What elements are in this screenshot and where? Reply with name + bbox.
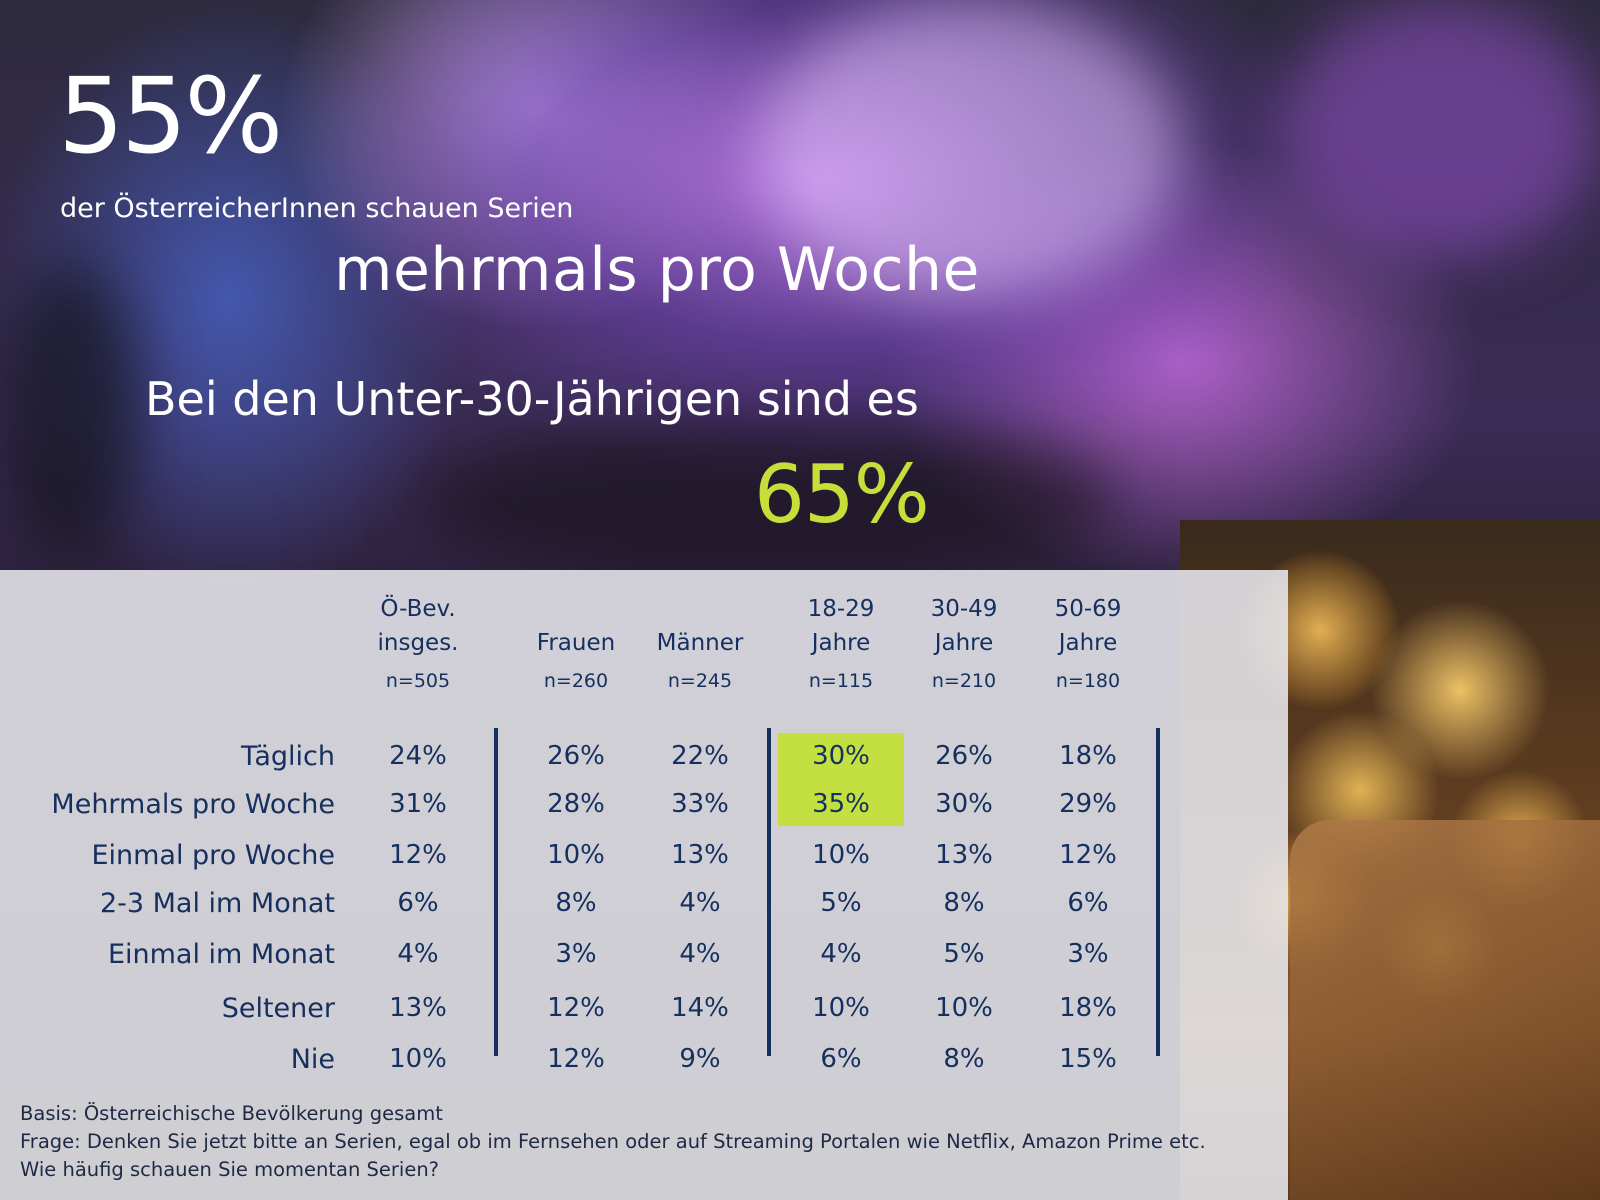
row-label-5: Seltener xyxy=(221,993,335,1024)
table-cell-r0-c3: 30% xyxy=(812,741,870,771)
table-cell-r3-c2: 4% xyxy=(679,888,721,918)
headline-line-3: Bei den Unter-30-Jährigen sind es xyxy=(145,372,919,426)
table-cell-r1-c4: 30% xyxy=(935,789,993,819)
table-cell-r1-c5: 29% xyxy=(1059,789,1117,819)
table-cell-r3-c1: 8% xyxy=(555,888,597,918)
column-sample-size-5: n=180 xyxy=(1055,670,1121,692)
row-label-2: Einmal pro Woche xyxy=(91,840,335,871)
table-cell-r2-c0: 12% xyxy=(389,840,447,870)
table-cell-r6-c0: 10% xyxy=(389,1044,447,1074)
column-header-1-line-0: Frauen xyxy=(536,630,616,656)
footnote-basis: Basis: Österreichische Bevölkerung gesam… xyxy=(20,1102,443,1125)
highlight-cell-mehrmals-18-29 xyxy=(778,778,904,826)
footnote-question-2: Wie häufig schauen Sie momentan Serien? xyxy=(20,1158,440,1181)
divider-line-1 xyxy=(494,728,498,1056)
table-cell-r0-c2: 22% xyxy=(671,741,729,771)
tv-bottom-shadow xyxy=(420,420,1120,580)
table-cell-r0-c5: 18% xyxy=(1059,741,1117,771)
table-cell-r2-c1: 10% xyxy=(547,840,605,870)
table-cell-r3-c3: 5% xyxy=(820,888,862,918)
divider-line-2 xyxy=(767,728,771,1056)
table-cell-r2-c5: 12% xyxy=(1059,840,1117,870)
table-cell-r4-c0: 4% xyxy=(397,939,439,969)
table-cell-r3-c0: 6% xyxy=(397,888,439,918)
table-cell-r1-c3: 35% xyxy=(812,789,870,819)
column-header-4-line-1: Jahre xyxy=(934,630,994,656)
footnote-question-1: Frage: Denken Sie jetzt bitte an Serien,… xyxy=(20,1130,1206,1153)
table-cell-r5-c3: 10% xyxy=(812,993,870,1023)
column-header-0-line-1: insges. xyxy=(377,630,459,656)
table-cell-r1-c2: 33% xyxy=(671,789,729,819)
column-sample-size-3: n=115 xyxy=(808,670,874,692)
row-label-0: Täglich xyxy=(241,741,335,772)
results-table-panel: Ö-Bev. insges. n=505 Frauen n=260 Männer n=245… xyxy=(0,570,1288,1200)
table-cell-r1-c1: 28% xyxy=(547,789,605,819)
column-header-4-line-0: 30-49 xyxy=(930,596,998,622)
table-cell-r0-c1: 26% xyxy=(547,741,605,771)
column-header-0-line-0: Ö-Bev. xyxy=(380,596,456,622)
table-cell-r5-c2: 14% xyxy=(671,993,729,1023)
table-cell-r6-c5: 15% xyxy=(1059,1044,1117,1074)
table-cell-r6-c3: 6% xyxy=(820,1044,862,1074)
table-cell-r3-c4: 8% xyxy=(943,888,985,918)
table-cell-r6-c2: 9% xyxy=(679,1044,721,1074)
table-cell-r4-c2: 4% xyxy=(679,939,721,969)
dark-speaker-area xyxy=(0,260,140,560)
headline-line-2: mehrmals pro Woche xyxy=(334,235,980,305)
screen-highlight-right xyxy=(1280,0,1600,260)
column-header-5-line-1: Jahre xyxy=(1058,630,1118,656)
table-cell-r5-c4: 10% xyxy=(935,993,993,1023)
column-sample-size-4: n=210 xyxy=(931,670,997,692)
column-sample-size-1: n=260 xyxy=(543,670,609,692)
headline-line-1: der ÖsterreicherInnen schauen Serien xyxy=(60,193,574,224)
table-cell-r1-c0: 31% xyxy=(389,789,447,819)
young-percentage: 65% xyxy=(754,448,930,541)
table-cell-r2-c3: 10% xyxy=(812,840,870,870)
headline-percentage: 55% xyxy=(58,55,283,177)
table-cell-r4-c1: 3% xyxy=(555,939,597,969)
column-sample-size-0: n=505 xyxy=(385,670,451,692)
table-cell-r6-c1: 12% xyxy=(547,1044,605,1074)
table-cell-r6-c4: 8% xyxy=(943,1044,985,1074)
table-cell-r4-c3: 4% xyxy=(820,939,862,969)
row-label-1: Mehrmals pro Woche xyxy=(51,789,335,820)
table-cell-r0-c4: 26% xyxy=(935,741,993,771)
table-cell-r4-c5: 3% xyxy=(1067,939,1109,969)
table-cell-r2-c2: 13% xyxy=(671,840,729,870)
table-cell-r5-c1: 12% xyxy=(547,993,605,1023)
column-sample-size-2: n=245 xyxy=(667,670,733,692)
highlight-cell-taeglich-18-29 xyxy=(778,733,904,778)
table-cell-r4-c4: 5% xyxy=(943,939,985,969)
table-cell-r3-c5: 6% xyxy=(1067,888,1109,918)
table-cell-r5-c5: 18% xyxy=(1059,993,1117,1023)
table-cell-r2-c4: 13% xyxy=(935,840,993,870)
table-cell-r5-c0: 13% xyxy=(389,993,447,1023)
row-label-6: Nie xyxy=(290,1044,335,1075)
column-header-5-line-0: 50-69 xyxy=(1054,596,1122,622)
popcorn-bowl xyxy=(1290,820,1600,1200)
screen-highlight xyxy=(760,0,1180,300)
table-cell-r0-c0: 24% xyxy=(389,741,447,771)
row-label-3: 2-3 Mal im Monat xyxy=(99,888,335,919)
column-header-2-line-0: Männer xyxy=(656,630,744,656)
divider-line-3 xyxy=(1156,728,1160,1056)
column-header-3-line-1: Jahre xyxy=(811,630,871,656)
column-header-3-line-0: 18-29 xyxy=(807,596,875,622)
row-label-4: Einmal im Monat xyxy=(107,939,335,970)
